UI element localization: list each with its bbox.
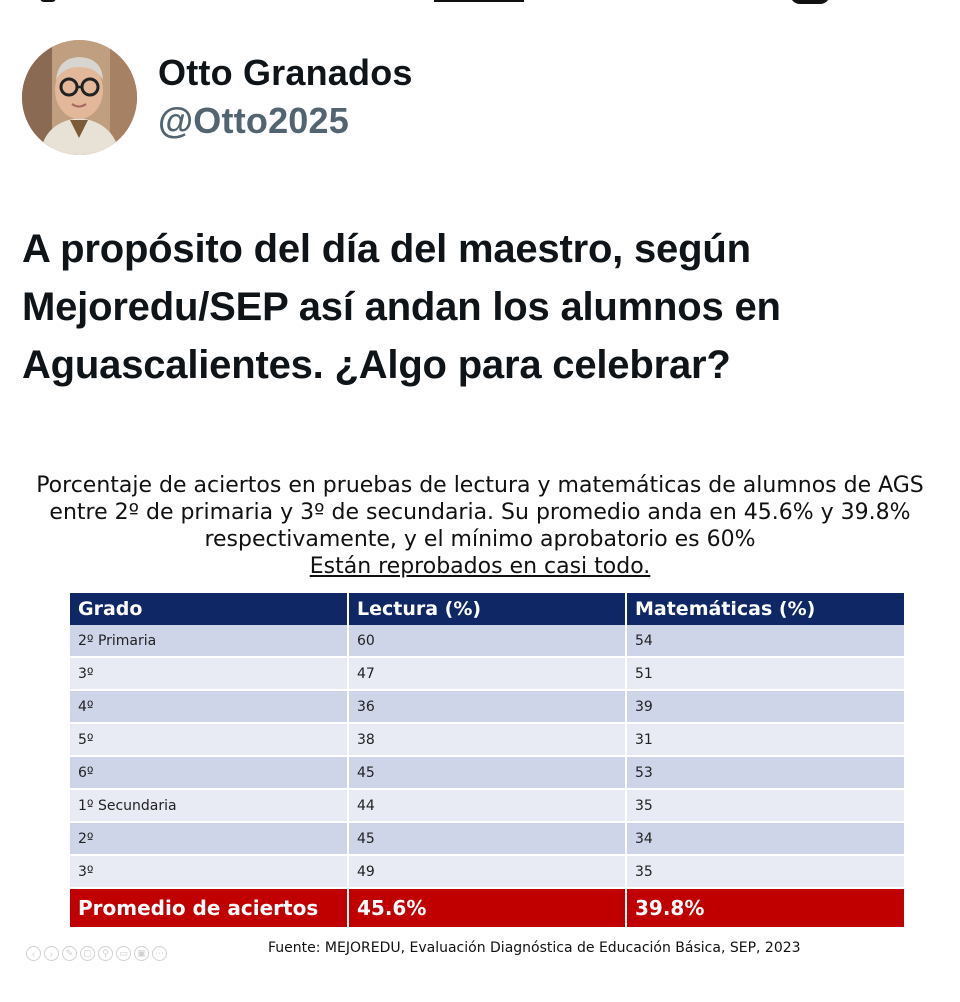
cell-matematicas: 51 (626, 657, 906, 691)
table-row: 6º 45 53 (70, 756, 906, 790)
cell-lectura: 44 (348, 789, 627, 823)
subtitles-icon[interactable]: ▭ (116, 946, 131, 961)
zoom-icon[interactable]: ⚲ (98, 946, 113, 961)
caption-line: respectivamente, y el mínimo aprobatorio… (204, 527, 756, 552)
cell-grado: 3º (70, 657, 349, 691)
table-row: 1º Secundaria 44 35 (70, 789, 906, 823)
cell-lectura: 45 (348, 822, 627, 856)
cell-grado: 3º (70, 855, 349, 889)
cell-grado: 5º (70, 723, 349, 757)
cell-lectura: 38 (348, 723, 627, 757)
table-row: 2º 45 34 (70, 822, 906, 856)
tweet-text-line: Mejoredu/SEP así andan los alumnos en (22, 285, 781, 329)
cell-matematicas: 34 (626, 822, 906, 856)
avatar[interactable] (22, 40, 137, 155)
cell-lectura: 60 (348, 625, 627, 658)
caption-line-underlined: Están reprobados en casi todo. (309, 554, 651, 579)
cell-grado: 6º (70, 756, 349, 790)
average-row: Promedio de aciertos 45.6% 39.8% (70, 888, 906, 929)
cell-grado: 1º Secundaria (70, 789, 349, 823)
pen-icon[interactable]: ✎ (62, 946, 77, 961)
author-name[interactable]: Otto Granados (158, 52, 413, 93)
caption-line: Porcentaje de aciertos en pruebas de lec… (36, 473, 924, 498)
caption-line: entre 2º de primaria y 3º de secundaria.… (49, 500, 911, 525)
table-row: 3º 49 35 (70, 855, 906, 889)
average-lectura: 45.6% (348, 888, 627, 929)
cropped-header-strip (0, 0, 960, 14)
profile-photo (22, 40, 137, 155)
column-header-lectura: Lectura (%) (348, 593, 627, 625)
average-matematicas: 39.8% (626, 888, 906, 929)
cell-matematicas: 39 (626, 690, 906, 724)
table-row: 4º 36 39 (70, 690, 906, 724)
copy-icon[interactable]: ▢ (80, 946, 95, 961)
column-header-matematicas: Matemáticas (%) (626, 593, 906, 625)
source-note: Fuente: MEJOREDU, Evaluación Diagnóstica… (268, 940, 801, 956)
table-row: 5º 38 31 (70, 723, 906, 757)
cell-matematicas: 53 (626, 756, 906, 790)
cell-grado: 2º Primaria (70, 625, 349, 658)
cell-grado: 4º (70, 690, 349, 724)
average-label: Promedio de aciertos (70, 888, 349, 929)
table-row: 3º 47 51 (70, 657, 906, 691)
cell-lectura: 47 (348, 657, 627, 691)
table-row: 2º Primaria 60 54 (70, 625, 906, 658)
tweet-text-line: Aguascalientes. ¿Algo para celebrar? (22, 343, 731, 387)
cell-lectura: 49 (348, 855, 627, 889)
tweet-text: A propósito del día del maestro, según M… (22, 220, 922, 394)
slide-caption: Porcentaje de aciertos en pruebas de lec… (30, 472, 930, 580)
column-header-grado: Grado (70, 593, 349, 625)
forward-icon[interactable]: › (44, 946, 59, 961)
more-icon[interactable]: ⋯ (152, 946, 167, 961)
cell-matematicas: 35 (626, 855, 906, 889)
cell-matematicas: 35 (626, 789, 906, 823)
cell-grado: 2º (70, 822, 349, 856)
table-header-row: Grado Lectura (%) Matemáticas (%) (70, 593, 906, 625)
cell-lectura: 45 (348, 756, 627, 790)
slideshow-toolbar: ‹ › ✎ ▢ ⚲ ▭ ▣ ⋯ (26, 946, 167, 961)
attached-image-slide[interactable]: Porcentaje de aciertos en pruebas de lec… (0, 460, 960, 1002)
results-table: Grado Lectura (%) Matemáticas (%) 2º Pri… (70, 593, 906, 929)
back-icon[interactable]: ‹ (26, 946, 41, 961)
cell-matematicas: 31 (626, 723, 906, 757)
cell-lectura: 36 (348, 690, 627, 724)
author-handle[interactable]: @Otto2025 (158, 100, 349, 141)
cell-matematicas: 54 (626, 625, 906, 658)
camera-icon[interactable]: ▣ (134, 946, 149, 961)
tweet-text-line: A propósito del día del maestro, según (22, 227, 751, 271)
